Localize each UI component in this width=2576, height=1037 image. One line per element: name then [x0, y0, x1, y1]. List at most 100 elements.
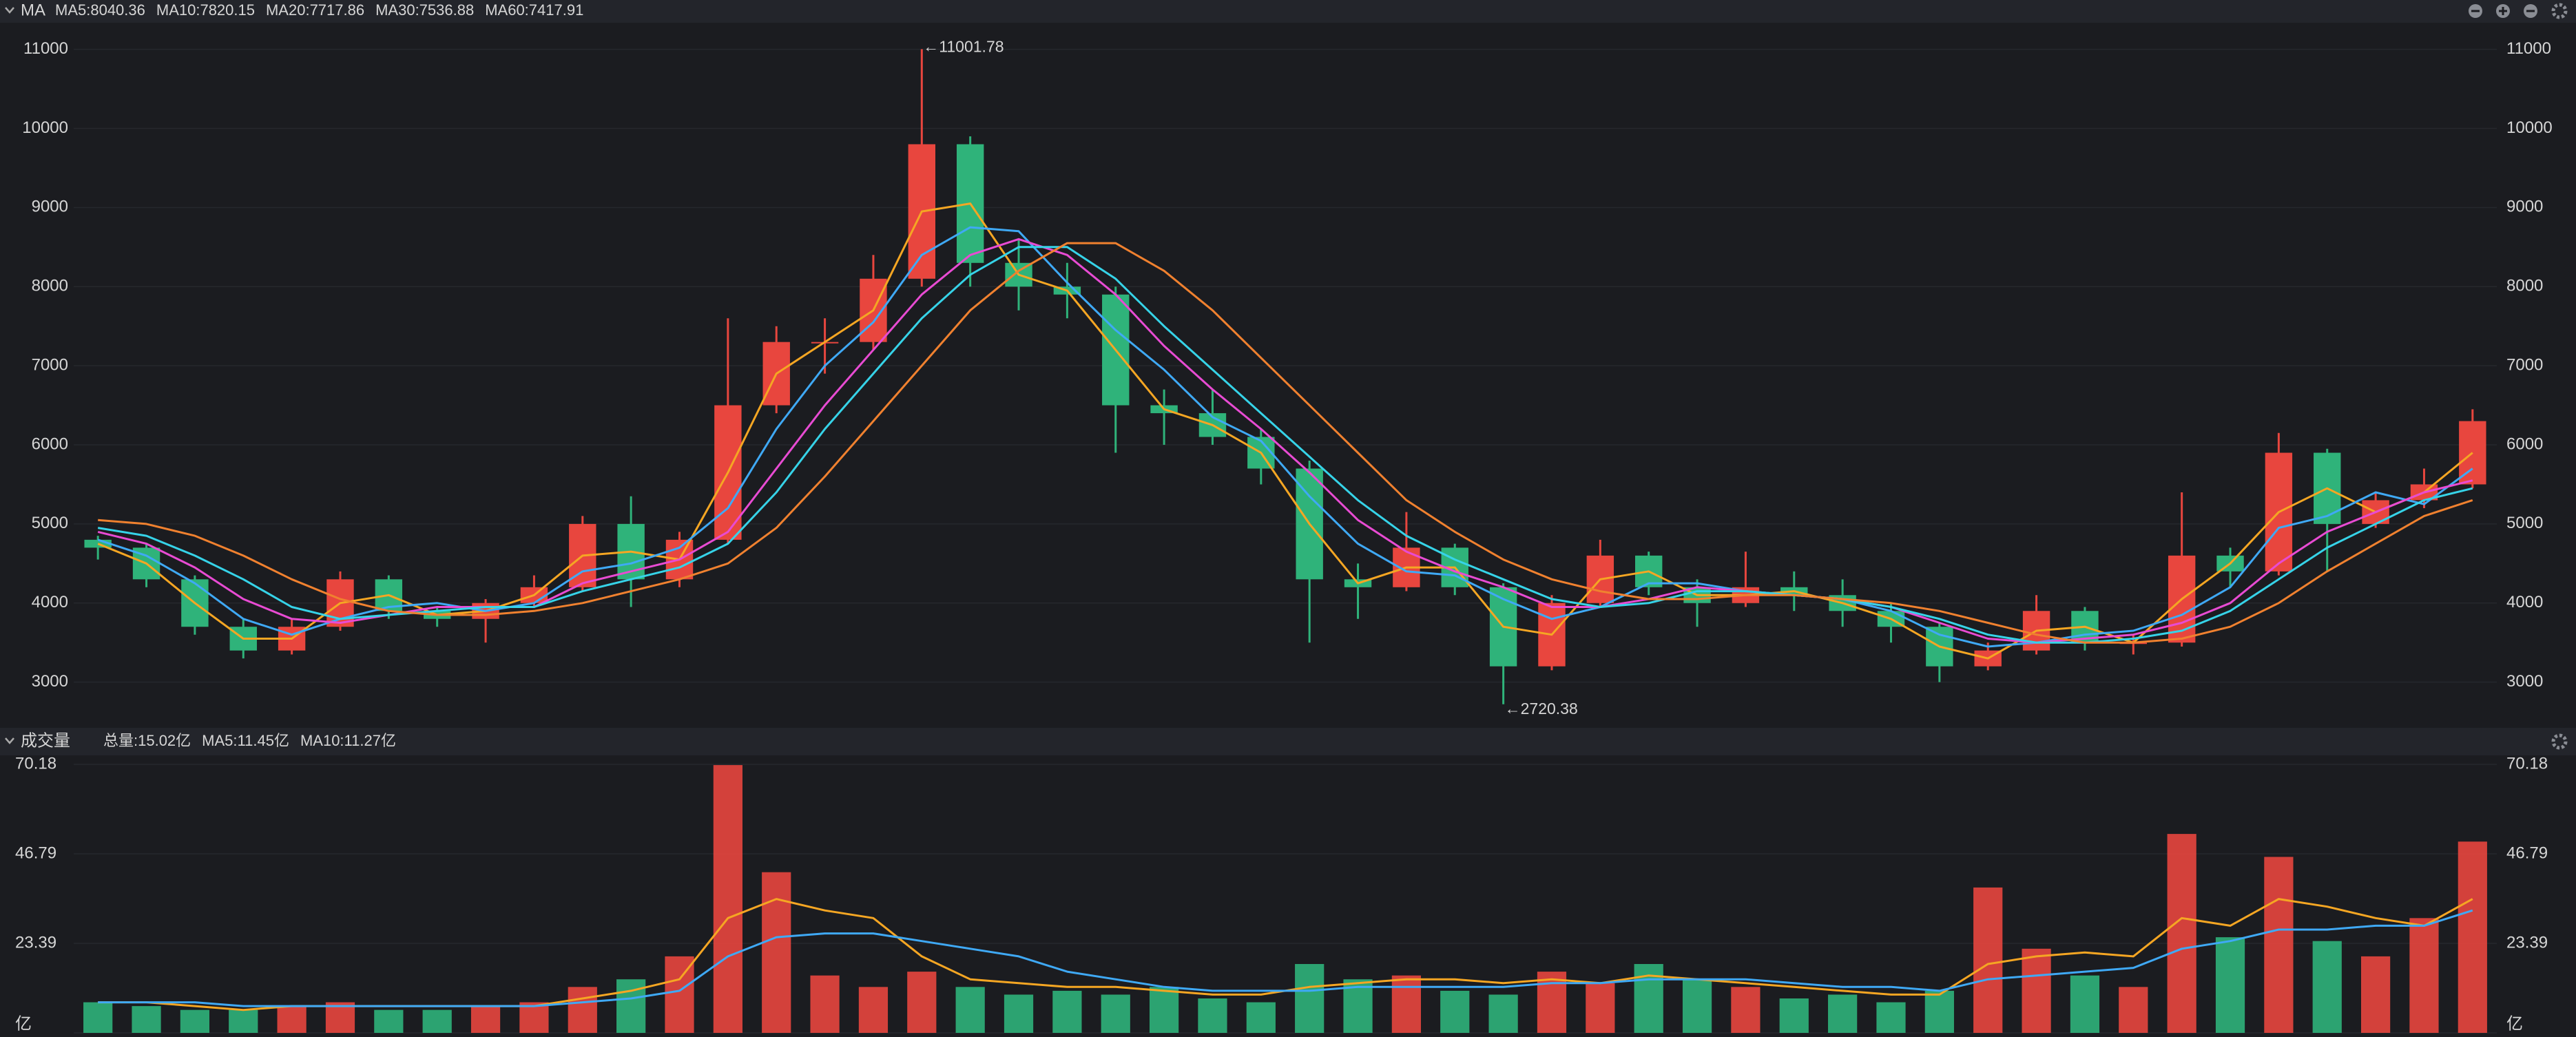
- y-tick-label-right: 7000: [2506, 355, 2543, 374]
- ma-line: [98, 242, 2473, 644]
- volume-bar: [374, 1009, 404, 1033]
- volume-bar: [2215, 937, 2245, 1033]
- volume-bar: [1004, 994, 1034, 1033]
- volume-bar: [229, 1009, 258, 1033]
- y-tick-label-right: 8000: [2506, 277, 2543, 295]
- volume-header-bar: [0, 728, 2576, 755]
- y-tick-label: 5000: [32, 514, 68, 532]
- volume-bar: [955, 987, 985, 1033]
- volume-bar: [810, 975, 840, 1033]
- y-tick-label-right: 11000: [2506, 39, 2551, 58]
- volume-bar: [2119, 987, 2148, 1033]
- volume-bar: [132, 1006, 161, 1033]
- y-tick-label: 3000: [32, 672, 68, 691]
- window-controls: [2469, 3, 2568, 750]
- y-tick-label-right: 3000: [2506, 672, 2543, 691]
- collapse-chevron[interactable]: [5, 737, 14, 744]
- volume-bar: [1440, 990, 1470, 1033]
- settings-button[interactable]: [2551, 3, 2568, 19]
- icon-glyph: [2526, 10, 2535, 12]
- y-tick-label-right: 70.18: [2506, 754, 2548, 773]
- collapse-chevron[interactable]: [5, 7, 14, 14]
- volume-bar: [83, 1002, 113, 1033]
- volume-bar: [519, 1002, 549, 1033]
- volume-bar: [1537, 972, 1567, 1033]
- ma-line: [97, 202, 2473, 660]
- volume-bar: [1295, 964, 1325, 1033]
- volume-bar: [1779, 998, 1809, 1033]
- volume-bar: [2022, 948, 2051, 1033]
- volume-bar: [1101, 994, 1130, 1033]
- legend-entry: MA5:11.45亿: [202, 732, 289, 749]
- y-tick-label: 9000: [32, 198, 68, 216]
- volume-bar: [2409, 918, 2439, 1033]
- volume-bar: [180, 1009, 210, 1033]
- legend-entry: MA10:7820.15: [156, 1, 255, 19]
- volume-bar: [1586, 983, 1615, 1033]
- y-tick-label-right: 6000: [2506, 434, 2543, 453]
- ma-line: [97, 246, 2473, 644]
- volume-bar: [1246, 1002, 1276, 1033]
- y-tick-label: 23.39: [15, 933, 56, 952]
- icon-glyph: [2471, 10, 2480, 12]
- volume-bar: [1682, 979, 1712, 1033]
- volume-bar: [1731, 987, 1760, 1033]
- y-tick-label: 6000: [32, 434, 68, 453]
- pane-title: MA: [21, 1, 45, 19]
- y-tick-label-right: 46.79: [2506, 844, 2548, 862]
- volume-bar: [858, 987, 889, 1033]
- volume-bar: [713, 765, 742, 1033]
- volume-bar: [2070, 975, 2100, 1033]
- volume-bar: [325, 1002, 355, 1033]
- price-header-bar: [0, 0, 2576, 23]
- volume-bar: [2264, 857, 2294, 1033]
- legend-entry: MA20:7717.86: [266, 1, 364, 19]
- volume-bar: [1198, 998, 1227, 1033]
- volume-bar: [2167, 834, 2196, 1033]
- volume-bar: [1876, 1002, 1906, 1033]
- pane-title: 成交量: [21, 731, 70, 750]
- volume-bar: [1052, 990, 1082, 1033]
- y-tick-label-right: 23.39: [2506, 933, 2548, 952]
- candle-body: [2459, 421, 2486, 485]
- volume-bar: [665, 956, 694, 1033]
- volume-bar: [762, 872, 791, 1033]
- y-tick-label-right: 亿: [2506, 1014, 2523, 1033]
- volume-bar: [1391, 975, 1422, 1033]
- y-tick-label: 8000: [32, 277, 68, 295]
- volume-bar: [1488, 994, 1518, 1033]
- volume-bar: [2312, 941, 2342, 1033]
- legend-entry: MA60:7417.91: [485, 1, 583, 19]
- legend-entry: MA30:7536.88: [375, 1, 474, 19]
- volume-bar: [2360, 956, 2391, 1033]
- y-tick-label: 4000: [32, 593, 68, 611]
- volume-bar: [568, 987, 597, 1033]
- volume-bar: [470, 1006, 501, 1033]
- volume-bar: [1973, 887, 2003, 1033]
- candle-body: [84, 539, 112, 548]
- legend-entry: 总量:15.02亿: [103, 732, 191, 749]
- extreme-label: ←11001.78: [923, 37, 1004, 55]
- volume-bar: [422, 1009, 452, 1033]
- y-tick-label: 70.18: [15, 754, 56, 773]
- y-tick-label: 11000: [23, 39, 68, 58]
- volume-bar: [1924, 990, 1954, 1033]
- volume-bar: [1828, 994, 1858, 1033]
- ma-line: [98, 909, 2473, 1007]
- extreme-label: ←2720.38: [1505, 700, 1578, 717]
- y-tick-label: 7000: [32, 355, 68, 374]
- legend-entry: MA5:8040.36: [55, 1, 145, 19]
- y-tick-label: 亿: [15, 1014, 32, 1033]
- settings-button[interactable]: [2551, 733, 2568, 750]
- y-tick-label: 46.79: [15, 844, 56, 862]
- volume-bar: [1149, 987, 1179, 1033]
- y-tick-label-right: 10000: [2506, 118, 2553, 137]
- y-tick-label-right: 5000: [2506, 514, 2543, 532]
- y-tick-label-right: 4000: [2506, 593, 2543, 611]
- y-tick-label: 10000: [22, 118, 68, 137]
- volume-bar: [907, 972, 937, 1033]
- ma-line: [97, 226, 2473, 648]
